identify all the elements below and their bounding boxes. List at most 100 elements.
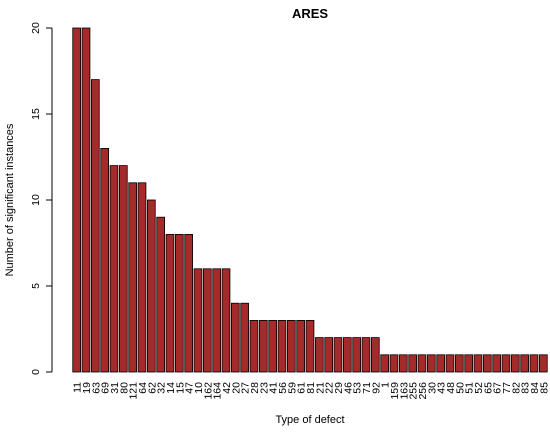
x-tick-label: 29 [333, 382, 345, 394]
x-tick-label: 42 [221, 382, 233, 394]
bar-53 [352, 337, 361, 373]
bar-52 [473, 354, 483, 373]
bar-71 [361, 337, 371, 373]
x-tick-label: 69 [100, 382, 112, 394]
y-axis-label: Number of significant instances [4, 123, 16, 276]
bar-23 [259, 319, 268, 373]
x-tick-label: 164 [212, 382, 224, 400]
bars [72, 27, 548, 373]
x-tick-label: 52 [473, 382, 485, 394]
x-tick-label: 64 [137, 382, 149, 394]
x-tick-label: 59 [286, 382, 298, 394]
x-tick-label: 28 [249, 382, 261, 394]
bar-51 [464, 354, 473, 373]
x-tick-label: 19 [81, 382, 93, 394]
y-tick-label: 0 [30, 369, 42, 375]
bar-46 [343, 337, 352, 373]
x-tick-label: 21 [314, 382, 326, 394]
bar-48 [445, 354, 455, 373]
bar-164 [212, 268, 221, 373]
bar-163 [399, 354, 408, 373]
bar-92 [371, 337, 380, 373]
bar-61 [296, 319, 305, 373]
x-tick-label: 56 [277, 382, 289, 394]
bar-22 [324, 337, 333, 373]
x-tick-label: 20 [230, 382, 242, 394]
bar-162 [203, 268, 212, 373]
x-axis-ticks: 1119636931801216462321415471016216442202… [72, 382, 550, 400]
bar-30 [427, 354, 436, 373]
bar-80 [119, 165, 128, 373]
x-tick-label: 85 [538, 382, 550, 394]
bar-69 [100, 147, 109, 373]
bar-81 [305, 319, 315, 373]
x-tick-label: 31 [109, 382, 121, 394]
x-tick-label: 67 [492, 382, 504, 394]
x-tick-label: 82 [510, 382, 522, 394]
bar-63 [91, 79, 100, 373]
bar-83 [520, 354, 529, 373]
x-tick-label: 23 [258, 382, 270, 394]
x-tick-label: 10 [193, 382, 205, 394]
x-tick-label: 48 [445, 382, 457, 394]
x-tick-label: 255 [408, 382, 420, 400]
bar-67 [492, 354, 501, 373]
bar-31 [109, 165, 119, 373]
bar-20 [231, 302, 240, 373]
bar-42 [221, 268, 231, 373]
x-tick-label: 15 [174, 382, 186, 394]
x-tick-label: 163 [398, 382, 410, 400]
x-axis-label: Type of defect [275, 414, 344, 426]
bar-11 [72, 27, 81, 373]
x-tick-label: 51 [464, 382, 476, 394]
bar-47 [184, 233, 193, 373]
x-tick-label: 256 [417, 382, 429, 400]
bar-64 [137, 182, 147, 373]
bar-1 [380, 354, 389, 373]
x-tick-label: 53 [352, 382, 364, 394]
chart-title: ARES [292, 6, 328, 21]
x-tick-label: 46 [342, 382, 354, 394]
x-tick-label: 30 [426, 382, 438, 394]
x-tick-label: 43 [436, 382, 448, 394]
bar-19 [81, 27, 91, 373]
x-tick-label: 41 [268, 382, 280, 394]
bar-84 [529, 354, 539, 373]
x-tick-label: 61 [296, 382, 308, 394]
bar-59 [287, 319, 296, 373]
x-tick-label: 1 [380, 382, 392, 388]
x-tick-label: 63 [90, 382, 102, 394]
bar-56 [277, 319, 287, 373]
x-tick-label: 14 [165, 382, 177, 394]
x-tick-label: 22 [324, 382, 336, 394]
x-tick-label: 50 [454, 382, 466, 394]
x-tick-label: 77 [501, 382, 513, 394]
x-tick-label: 80 [118, 382, 130, 394]
bar-82 [511, 354, 520, 373]
x-tick-label: 84 [529, 382, 541, 394]
x-tick-label: 47 [184, 382, 196, 394]
bar-121 [128, 182, 137, 373]
x-tick-label: 92 [370, 382, 382, 394]
y-tick-label: 10 [30, 194, 42, 206]
bar-43 [436, 354, 445, 373]
x-tick-label: 11 [72, 382, 84, 393]
bar-21 [315, 337, 324, 373]
y-tick-label: 5 [30, 283, 42, 289]
x-tick-label: 162 [202, 382, 214, 400]
bar-41 [268, 319, 277, 373]
y-tick-label: 20 [30, 22, 42, 34]
y-tick-label: 15 [30, 108, 42, 120]
bar-65 [483, 354, 492, 373]
bar-28 [249, 319, 259, 373]
bar-256 [417, 354, 427, 373]
bar-50 [455, 354, 464, 373]
bar-14 [165, 233, 175, 373]
x-tick-label: 27 [240, 382, 252, 394]
bar-255 [408, 354, 417, 373]
x-tick-label: 159 [389, 382, 401, 400]
bar-85 [539, 354, 548, 373]
bar-10 [193, 268, 203, 373]
x-tick-label: 62 [146, 382, 158, 394]
